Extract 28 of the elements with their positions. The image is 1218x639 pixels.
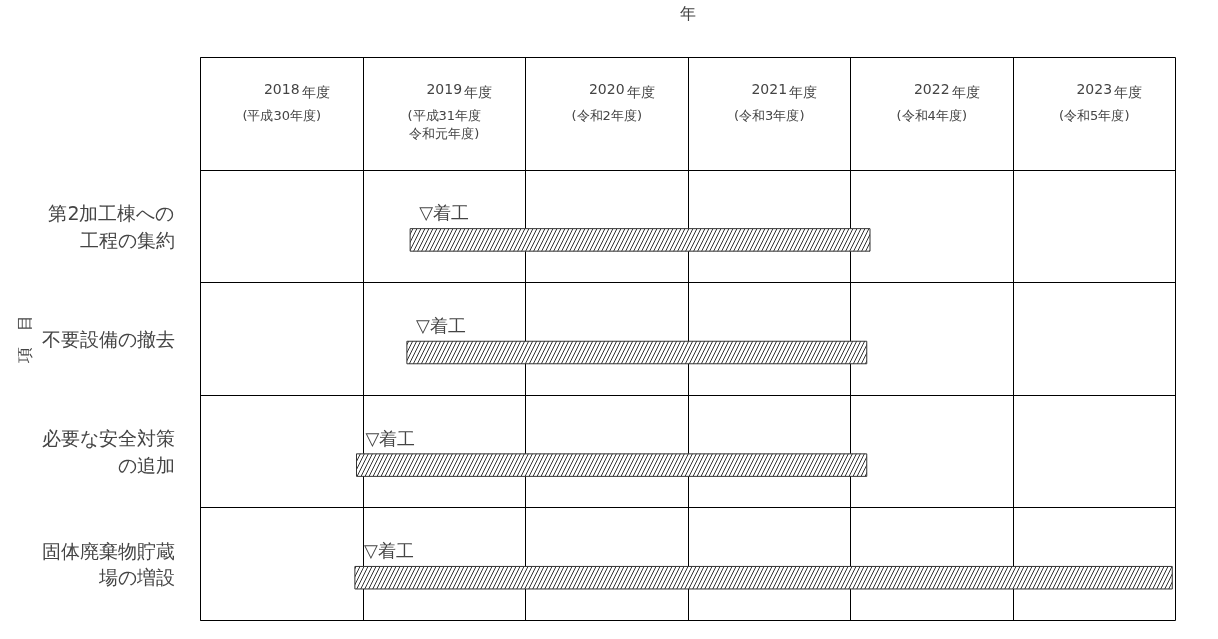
x-tick-label: 2022 (913, 80, 950, 97)
x-tick-label: 2020 (588, 80, 625, 97)
x-tick-label: 2021 (751, 80, 788, 97)
y-tick-label: 必要な安全対策の追加 (41, 427, 175, 476)
text: (令和2年度) (571, 107, 642, 123)
y-tick-label: 不要設備の撤去 (41, 328, 175, 350)
x-tick-label: 2018 (263, 80, 300, 97)
annotation: ▽着工 (415, 314, 466, 336)
annotation: ▽着工 (365, 427, 416, 449)
x-tick-label: 2019 (426, 80, 463, 97)
text: 年度 (464, 83, 493, 100)
text: (令和4年度) (896, 107, 967, 123)
y-axis-title: 項 目 (14, 315, 34, 364)
text: (令和5年度) (1059, 107, 1130, 123)
y-tick-label: 第2加工棟への工程の集約 (48, 202, 175, 251)
annotation: ▽着工 (363, 540, 414, 562)
text: 年度 (951, 83, 980, 100)
text: 年度 (626, 83, 655, 100)
text: (平成30年度) (242, 107, 322, 123)
annotation: ▽着工 (419, 202, 469, 224)
y-tick-label: 固体廃棄物貯蔵場の増設 (41, 540, 175, 589)
x-axis-title: 年 (680, 3, 696, 23)
x-tick-label: 2023 (1076, 80, 1113, 97)
text: 年度 (301, 83, 330, 100)
text: (令和3年度) (734, 107, 805, 123)
text: 年度 (1114, 83, 1143, 100)
text: 年度 (789, 83, 818, 100)
text: (平成31年度令和元年度) (407, 107, 482, 141)
